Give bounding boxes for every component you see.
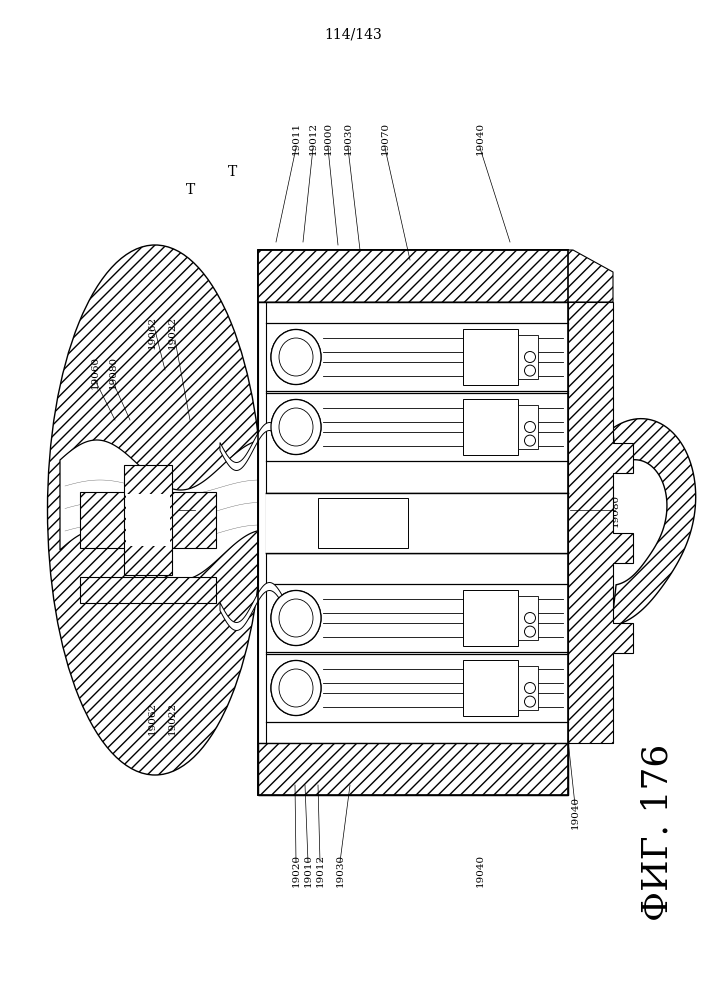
Bar <box>463 399 518 455</box>
Bar <box>266 302 568 743</box>
Text: 19040: 19040 <box>571 795 580 829</box>
Text: 19060: 19060 <box>90 355 100 389</box>
Text: 19022: 19022 <box>168 315 177 349</box>
Polygon shape <box>258 250 613 302</box>
Ellipse shape <box>271 590 321 646</box>
Text: 19010: 19010 <box>303 853 312 887</box>
Text: 19011: 19011 <box>291 121 300 155</box>
Text: 19070: 19070 <box>380 121 390 155</box>
Polygon shape <box>60 440 270 580</box>
Circle shape <box>525 682 535 694</box>
Bar <box>80 577 216 603</box>
Bar <box>463 329 518 385</box>
Text: 19012: 19012 <box>315 853 325 887</box>
Circle shape <box>525 435 535 446</box>
Ellipse shape <box>271 660 321 716</box>
Circle shape <box>525 612 535 624</box>
Text: 19026: 19026 <box>175 503 185 537</box>
Bar <box>518 596 538 640</box>
Ellipse shape <box>279 599 313 637</box>
Bar <box>124 465 172 575</box>
Ellipse shape <box>271 330 321 384</box>
Circle shape <box>525 422 535 432</box>
Bar <box>258 743 568 795</box>
Circle shape <box>525 365 535 376</box>
Text: T: T <box>185 183 194 197</box>
Text: 19030: 19030 <box>344 121 353 155</box>
Ellipse shape <box>271 590 321 646</box>
Polygon shape <box>612 419 696 626</box>
Circle shape <box>525 696 535 707</box>
Text: T: T <box>228 165 237 179</box>
Ellipse shape <box>47 245 262 775</box>
Polygon shape <box>220 583 286 630</box>
Bar <box>518 335 538 379</box>
Ellipse shape <box>279 338 313 376</box>
Text: ФИГ. 176: ФИГ. 176 <box>641 743 675 921</box>
Text: 19020: 19020 <box>291 853 300 887</box>
Bar <box>518 666 538 710</box>
Ellipse shape <box>279 669 313 707</box>
Ellipse shape <box>271 399 321 454</box>
Circle shape <box>525 626 535 637</box>
Text: 19040: 19040 <box>476 853 484 887</box>
Ellipse shape <box>279 338 313 376</box>
Ellipse shape <box>271 660 321 716</box>
Text: 19030: 19030 <box>336 853 344 887</box>
Polygon shape <box>220 423 286 470</box>
Bar <box>258 302 266 743</box>
Bar <box>258 250 568 795</box>
Circle shape <box>525 352 535 362</box>
Bar <box>318 497 408 548</box>
Ellipse shape <box>271 330 321 384</box>
Ellipse shape <box>279 408 313 446</box>
Polygon shape <box>568 302 633 743</box>
Bar <box>463 590 518 646</box>
Ellipse shape <box>279 599 313 637</box>
Text: 19012: 19012 <box>308 121 317 155</box>
Text: 19080: 19080 <box>108 355 117 389</box>
Bar <box>258 250 568 302</box>
Ellipse shape <box>279 408 313 446</box>
Bar <box>258 250 568 795</box>
Bar <box>258 743 568 795</box>
Text: 19016: 19016 <box>329 516 367 530</box>
Text: 19062: 19062 <box>148 701 156 735</box>
Text: 114/143: 114/143 <box>324 28 382 42</box>
Ellipse shape <box>271 399 321 454</box>
Text: 19000: 19000 <box>324 121 332 155</box>
Ellipse shape <box>279 669 313 707</box>
Bar <box>266 492 568 552</box>
Bar <box>518 405 538 449</box>
Bar <box>258 250 568 302</box>
Bar <box>80 492 216 548</box>
Bar <box>463 660 518 716</box>
Bar <box>126 494 170 546</box>
Text: 19080: 19080 <box>611 493 619 527</box>
Text: 19040: 19040 <box>476 121 484 155</box>
Text: 19062: 19062 <box>148 315 156 349</box>
Text: 19022: 19022 <box>168 701 177 735</box>
